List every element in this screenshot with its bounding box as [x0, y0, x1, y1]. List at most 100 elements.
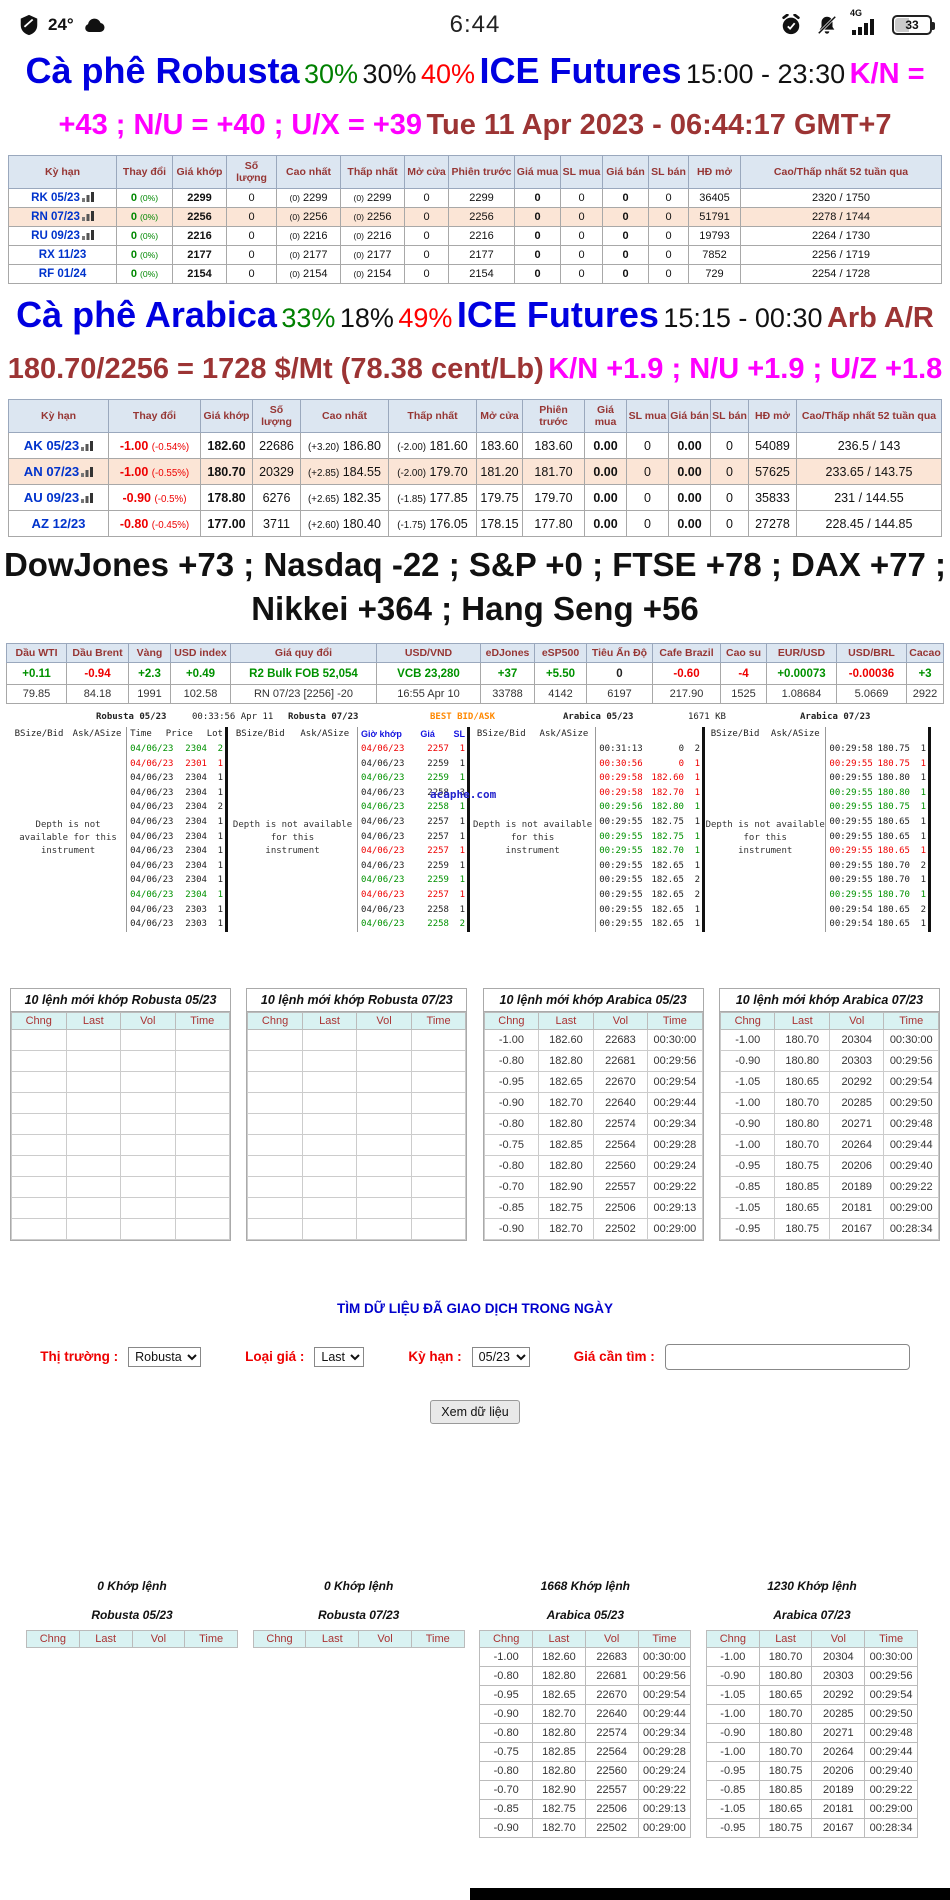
price-type-select[interactable]: Last	[314, 1346, 365, 1367]
column-header: Chng	[26, 1629, 80, 1648]
market-select[interactable]: Robusta	[128, 1346, 202, 1367]
trade-row: 04/06/23 2304 1	[130, 816, 223, 827]
column-header: Time	[647, 1011, 703, 1030]
chart-icon[interactable]	[81, 493, 94, 503]
chart-icon[interactable]	[81, 467, 94, 477]
contract-link[interactable]: RN 07/23	[31, 211, 80, 223]
column-header: Vol	[120, 1011, 176, 1030]
index-value: 84.18	[66, 684, 129, 704]
contract-link[interactable]: AZ 12/23	[31, 516, 86, 531]
robusta-pct-up: 30%	[303, 59, 359, 89]
fill-row: -1.00 182.60 22683 00:30:00	[483, 1028, 703, 1051]
column-header: Last	[78, 1629, 133, 1648]
index-change: +3	[906, 662, 944, 685]
trade-row: 00:29:55 180.70 1	[829, 889, 926, 900]
terminal-header: Robusta 05/23 00:33:56 Apr 11 Robusta 07…	[10, 712, 941, 727]
contract-link[interactable]: RU 09/23	[31, 230, 80, 242]
cloud-icon	[84, 18, 105, 32]
trade-row: 00:29:55 180.70 2	[829, 860, 926, 871]
contract-link[interactable]: AK 05/23	[23, 438, 80, 453]
column-header: Phiên trước	[522, 399, 585, 433]
robusta-table-header: Kỳ hạn Thay đổi Giá khớp Số lượng Cao nhất Th…	[8, 155, 942, 189]
column-header: Vàng	[128, 643, 171, 663]
trade-row: 04/06/23 2257 1	[361, 846, 465, 857]
column-header: SL mua	[560, 155, 603, 189]
fill-row: -0.80 182.80 22681 00:29:56	[479, 1665, 692, 1686]
ask-asize-header: Ask/ASize	[72, 729, 122, 739]
column-header: Thay đổi	[108, 399, 201, 433]
recent-table-robusta-0723: 10 lệnh mới khớp Robusta 07/23 Chng Last V…	[246, 987, 468, 1241]
fill-row: -0.90 180.80 20303 00:29:56	[705, 1665, 918, 1686]
column-header: Dầu WTI	[6, 643, 67, 663]
trade-row: 04/06/23 2259 1	[361, 773, 465, 784]
terminal-arabica0523-label: Arabica 05/23	[563, 712, 634, 722]
futures-row: RX 11/23 0 (0%) 2177 0 (0) 2177 (0) 2177…	[8, 245, 942, 265]
column-header: Last	[538, 1011, 594, 1030]
trade-row: 00:29:55 182.70 1	[599, 846, 700, 857]
empty-row	[247, 1049, 467, 1072]
column-header: Chng	[247, 1011, 303, 1030]
arabica-title: Cà phê Arabica	[16, 294, 277, 335]
chart-icon[interactable]	[81, 441, 94, 451]
price-find-input[interactable]	[664, 1343, 910, 1370]
column-header: EUR/USD	[766, 643, 837, 663]
index-value: 217.90	[652, 684, 721, 704]
robusta-exchange: ICE Futures	[479, 50, 682, 91]
terminal-arabica0723-label: Arabica 07/23	[800, 712, 871, 722]
robusta-headline: Cà phê Robusta 30% 30% 40% ICE Futures 1…	[0, 46, 950, 153]
market-depth-terminal: Robusta 05/23 00:33:56 Apr 11 Robusta 07…	[10, 712, 941, 932]
recent-fills-section: 10 lệnh mới khớp Robusta 05/23 Chng Last V…	[0, 987, 950, 1241]
contract-name: Arabica 07/23	[773, 1607, 851, 1622]
futures-row: RK 05/23 0 (0%) 2299 0 (0) 2299 (0) 2299…	[8, 188, 942, 208]
trade-row: 04/06/23 2257 1	[361, 889, 465, 900]
fill-row: -0.75 182.85 22564 00:29:28	[479, 1741, 692, 1762]
index-change: -0.00036	[836, 662, 907, 685]
fill-count: 1230 Khớp lệnh	[767, 1578, 857, 1593]
contract-link[interactable]: RF 01/24	[38, 268, 87, 280]
contract-link[interactable]: RX 11/23	[38, 249, 87, 261]
column-header: Thấp nhất	[388, 399, 477, 433]
trade-row: 00:29:55 182.65 1	[599, 919, 700, 930]
terminal-kb-label: 1671 KB	[688, 712, 726, 722]
column-header: Cao nhất	[300, 399, 389, 433]
index-change: 0	[586, 662, 653, 685]
trade-row: 04/06/23 2303 1	[130, 904, 223, 915]
contract-link[interactable]: AU 09/23	[23, 490, 80, 505]
empty-row	[11, 1070, 230, 1093]
fill-row: -0.95 180.75 20167 00:28:34	[705, 1817, 918, 1838]
column-header: USD/BRL	[836, 643, 907, 663]
view-data-button[interactable]: Xem dữ liệu	[430, 1399, 520, 1424]
column-header: Cao/Thấp nhất 52 tuần qua	[796, 399, 942, 433]
chart-icon[interactable]	[81, 211, 94, 221]
index-change: +0.00073	[766, 662, 837, 685]
chart-icon[interactable]	[81, 230, 94, 240]
contract-link[interactable]: RK 05/23	[31, 192, 80, 204]
fill-row: -0.85 182.75 22506 00:29:13	[479, 1798, 692, 1819]
terminal-timestamp: 00:33:56 Apr 11	[192, 712, 274, 722]
clock: 6:44	[449, 11, 501, 38]
column-header: Chng	[483, 1011, 540, 1030]
contract-link[interactable]: AN 07/23	[23, 464, 80, 479]
arabica-pct-up: 33%	[281, 303, 336, 333]
acaphe-watermark: acaphe.com	[430, 788, 497, 801]
index-value: 1525	[720, 684, 767, 704]
index-change: +37	[480, 662, 535, 685]
chart-icon[interactable]	[81, 192, 94, 202]
recent-table-title: 10 lệnh mới khớp Arabica 07/23	[719, 989, 939, 1012]
best-bid-ask-label: BEST BID/ASK	[430, 712, 496, 722]
trade-row: 00:29:58 180.75 1	[829, 744, 926, 754]
column-header: SL bán	[648, 155, 689, 189]
index-value: 33788	[480, 684, 535, 704]
empty-row	[11, 1217, 230, 1240]
bottom-table-arabica-0523: 1668 Khớp lệnh Arabica 05/23 Chng Last Vol…	[479, 1572, 692, 1838]
fill-row: -0.85 182.75 22506 00:29:13	[483, 1196, 703, 1219]
futures-row: AN 07/23 -1.00 (-0.55%) 180.70 20329 (+2…	[8, 458, 942, 485]
column-header: SL mua	[626, 399, 669, 433]
depth-unavailable-message: Depth is not available for this instrumen…	[232, 820, 353, 856]
robusta-futures-table: Kỳ hạn Thay đổi Giá khớp Số lượng Cao nhất Th…	[8, 155, 942, 284]
trade-row: 00:29:55 182.65 2	[599, 875, 700, 886]
market-label: Thị trường :	[40, 1349, 119, 1365]
recent-table-title: 10 lệnh mới khớp Robusta 07/23	[247, 989, 467, 1012]
term-select[interactable]: 05/23	[471, 1346, 530, 1367]
